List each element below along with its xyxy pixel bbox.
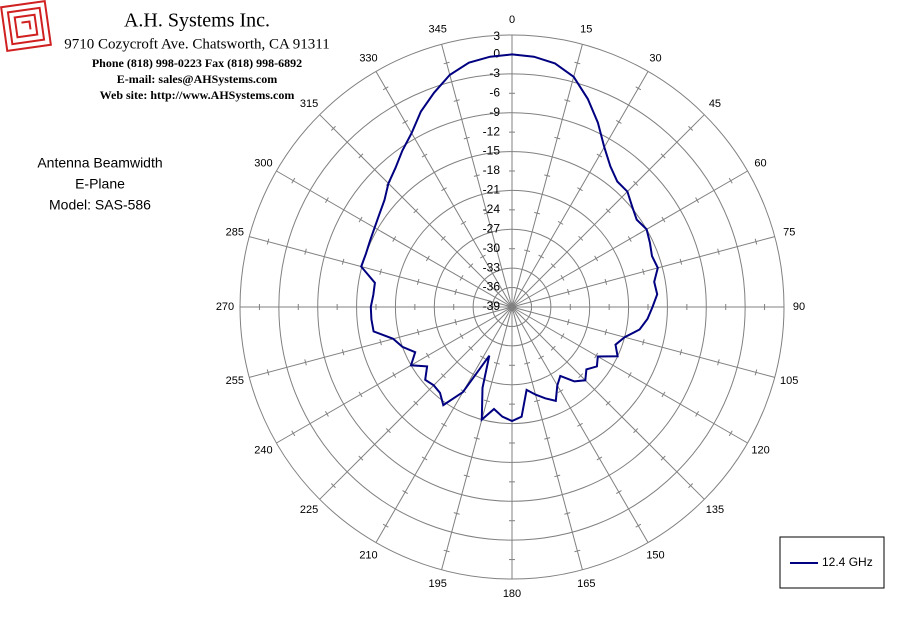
spoke xyxy=(319,114,513,308)
angle-label: 60 xyxy=(754,157,766,169)
radial-label: -6 xyxy=(489,85,500,99)
phone: Phone (818) 998-0223 Fax (818) 998-6892 xyxy=(92,56,302,70)
angle-label: 150 xyxy=(646,549,664,561)
annotation: E-Plane xyxy=(75,176,125,192)
angle-label: 330 xyxy=(359,52,377,64)
spoke xyxy=(319,306,513,500)
spoke xyxy=(511,170,748,308)
angle-label: 15 xyxy=(580,24,592,36)
angle-label: 270 xyxy=(216,301,234,313)
spoke xyxy=(511,306,705,500)
angle-label: 0 xyxy=(509,14,515,26)
spoke xyxy=(249,306,513,378)
radial-label: -15 xyxy=(483,144,501,158)
spoke xyxy=(511,44,583,308)
angle-label: 240 xyxy=(254,444,272,456)
radial-label: -3 xyxy=(489,66,500,80)
spoke xyxy=(375,71,513,308)
spoke xyxy=(511,306,748,444)
web: Web site: http://www.AHSystems.com xyxy=(100,88,295,102)
spoke xyxy=(375,306,513,543)
angle-label: 90 xyxy=(793,301,805,313)
radial-label: -12 xyxy=(483,124,501,138)
angle-label: 285 xyxy=(226,227,244,239)
spoke xyxy=(441,44,513,308)
series-line xyxy=(360,53,659,423)
radial-label: -24 xyxy=(483,202,501,216)
radial-label: -21 xyxy=(483,183,501,197)
radial-label: -27 xyxy=(483,221,501,235)
radial-label: 0 xyxy=(493,47,500,61)
spoke xyxy=(511,71,649,308)
angle-label: 180 xyxy=(503,588,521,600)
radial-label: -18 xyxy=(483,163,501,177)
logo xyxy=(0,0,52,52)
angle-label: 75 xyxy=(783,227,795,239)
spoke xyxy=(511,114,705,308)
angle-label: 315 xyxy=(300,98,318,110)
angle-label: 225 xyxy=(300,504,318,516)
angle-label: 105 xyxy=(780,375,798,387)
spoke xyxy=(511,306,775,378)
angle-label: 300 xyxy=(254,157,272,169)
angle-label: 210 xyxy=(359,549,377,561)
spoke xyxy=(276,306,513,444)
radial-label: -39 xyxy=(483,299,501,313)
address: 9710 Cozycroft Ave. Chatsworth, CA 91311 xyxy=(64,36,329,52)
angle-label: 45 xyxy=(709,98,721,110)
angle-label: 30 xyxy=(649,52,661,64)
company: A.H. Systems Inc. xyxy=(124,10,270,32)
radial-label: -33 xyxy=(483,260,501,274)
angle-label: 255 xyxy=(226,375,244,387)
annotation: Antenna Beamwidth xyxy=(37,155,162,171)
angle-label: 120 xyxy=(751,444,769,456)
annotation: Model: SAS-586 xyxy=(49,197,151,213)
radial-label: -9 xyxy=(489,105,500,119)
spoke xyxy=(276,170,513,308)
radial-label: 3 xyxy=(493,29,500,43)
spoke xyxy=(511,236,775,308)
angle-label: 165 xyxy=(577,578,595,590)
email: E-mail: sales@AHSystems.com xyxy=(117,72,277,86)
spoke xyxy=(249,236,513,308)
angle-label: 135 xyxy=(706,504,724,516)
spoke xyxy=(511,306,583,570)
radial-label: -30 xyxy=(483,241,501,255)
spoke xyxy=(511,306,649,543)
radial-label: -36 xyxy=(483,280,501,294)
angle-label: 195 xyxy=(429,578,447,590)
spoke xyxy=(441,306,513,570)
angle-label: 345 xyxy=(429,24,447,36)
legend-label: 12.4 GHz xyxy=(822,555,873,569)
